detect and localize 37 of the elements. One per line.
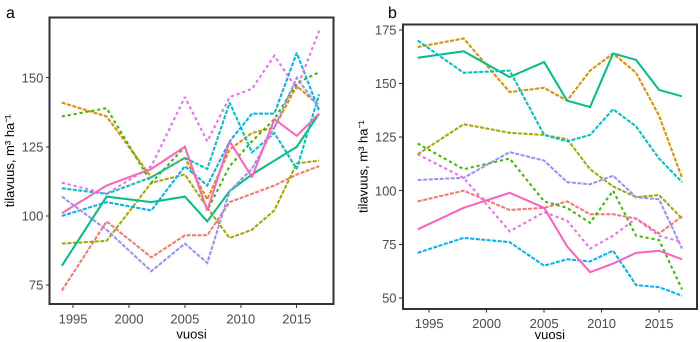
x-tick-label: 2005 — [170, 311, 200, 326]
y-tick-label: 50 — [382, 290, 397, 306]
x-axis-title: vuosi — [176, 326, 207, 342]
y-tick-label: 150 — [374, 76, 397, 92]
chart-title: b — [388, 5, 397, 22]
y-tick-label: 150 — [22, 70, 44, 86]
line-series — [60, 52, 320, 217]
y-axis-title: tilavuus, m³ ha⁻¹ — [2, 114, 18, 208]
x-tick-label: 2000 — [472, 316, 502, 332]
line-series — [60, 112, 320, 214]
line-series — [416, 123, 684, 220]
y-tick-label: 75 — [382, 236, 397, 252]
y-axis-title: tilavuus, m³ ha⁻¹ — [355, 119, 370, 214]
x-tick-label: 1995 — [414, 316, 444, 332]
line-series — [416, 192, 684, 274]
line-series — [416, 236, 684, 297]
line-series — [60, 30, 320, 195]
y-tick-label: 100 — [374, 183, 397, 198]
y-tick-label: 100 — [22, 208, 44, 224]
line-series — [60, 112, 320, 267]
line-series — [60, 165, 320, 292]
x-tick-label: 2000 — [114, 311, 144, 326]
y-tick-label: 125 — [22, 139, 44, 154]
x-tick-label: 2010 — [226, 311, 256, 326]
y-tick-label: 175 — [374, 22, 397, 38]
line-series — [60, 76, 320, 272]
y-tick-label: 125 — [374, 130, 397, 145]
x-tick-label: 2015 — [282, 311, 312, 326]
line-series — [416, 50, 684, 108]
x-tick-label: 2010 — [587, 316, 616, 332]
y-tick-label: 75 — [28, 278, 44, 293]
chart-title: a — [6, 5, 15, 22]
line-series — [416, 190, 684, 235]
line-series — [60, 160, 320, 245]
x-tick-label: 1995 — [58, 311, 88, 326]
x-tick-label: 2015 — [644, 316, 674, 332]
line-series — [416, 142, 684, 290]
